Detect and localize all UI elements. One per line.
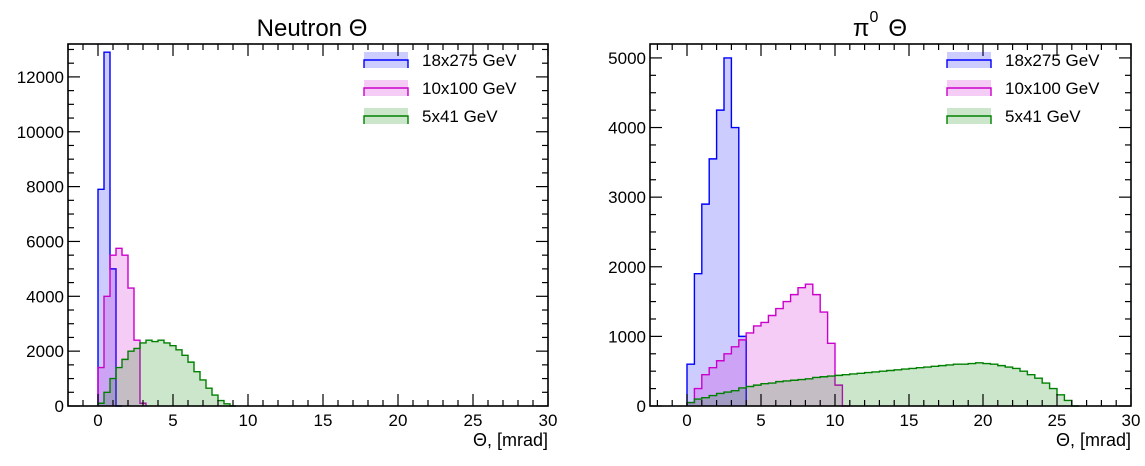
y-tick-label: 1000 (608, 327, 646, 346)
series-line-2 (686, 362, 1080, 407)
series-fill-2 (687, 362, 1080, 406)
x-tick-label: 5 (168, 411, 177, 430)
y-tick-label: 12000 (17, 68, 64, 87)
series-line-0 (97, 51, 122, 407)
legend-swatch-line (363, 87, 409, 96)
chart-title-end: Θ (888, 15, 907, 42)
x-axis-title: Θ, [mrad] (473, 430, 548, 450)
chart-title: π0 Θ (853, 9, 907, 42)
x-tick-label: 5 (756, 411, 765, 430)
y-tick-label: 3000 (608, 188, 646, 207)
x-tick-label: 20 (389, 411, 408, 430)
y-tick-label: 2000 (608, 258, 646, 277)
y-tick-label: 10000 (17, 123, 64, 142)
x-tick-label: 0 (682, 411, 691, 430)
x-tick-label: 30 (1122, 411, 1141, 430)
y-tick-label: 0 (637, 397, 646, 416)
x-tick-label: 25 (464, 411, 483, 430)
x-axis-title: Θ, [mrad] (1056, 430, 1131, 450)
y-tick-label: 0 (55, 397, 64, 416)
x-tick-label: 15 (900, 411, 919, 430)
series-fill-0 (687, 57, 747, 407)
series-line-2 (97, 339, 236, 407)
legend-swatch-line (946, 87, 992, 96)
legend-label: 5x41 GeV (1005, 107, 1081, 126)
y-tick-label: 4000 (26, 287, 64, 306)
x-tick-label: 30 (539, 411, 558, 430)
x-tick-label: 25 (1048, 411, 1067, 430)
x-tick-label: 20 (974, 411, 993, 430)
legend-swatch-line (363, 115, 409, 124)
x-tick-label: 10 (826, 411, 845, 430)
series-line-1 (686, 283, 850, 407)
chart-title-main: π (853, 15, 870, 42)
x-tick-label: 15 (314, 411, 333, 430)
y-tick-label: 6000 (26, 232, 64, 251)
plot-frame (649, 43, 1132, 407)
x-tick-label: 10 (239, 411, 258, 430)
legend-label: 18x275 GeV (422, 51, 517, 70)
chart-neutron-theta: Neutron Θ 0 5 10 15 20 25 30 0 2000 4000 6000 8000 1… (17, 15, 558, 450)
chart-title-superscript: 0 (869, 9, 878, 26)
legend-label: 18x275 GeV (1005, 51, 1100, 70)
y-tick-label: 8000 (26, 178, 64, 197)
y-tick-label: 2000 (26, 342, 64, 361)
x-tick-label: 0 (93, 411, 102, 430)
legend-swatch-line (946, 115, 992, 124)
y-tick-label: 5000 (608, 49, 646, 68)
y-tick-label: 4000 (608, 119, 646, 138)
series-fill-2 (98, 340, 236, 406)
legend-swatch-line (946, 59, 992, 68)
chart-title: Neutron Θ (257, 15, 368, 42)
legend: 18x275 GeV 10x100 GeV 5x41 GeV (946, 51, 1100, 126)
series-line-0 (686, 57, 747, 406)
legend: 18x275 GeV 10x100 GeV 5x41 GeV (363, 51, 517, 126)
series-fill-1 (687, 284, 850, 406)
legend-label: 5x41 GeV (422, 107, 498, 126)
legend-label: 10x100 GeV (422, 79, 517, 98)
series-line-1 (97, 247, 147, 406)
legend-swatch-line (363, 59, 409, 68)
legend-label: 10x100 GeV (1005, 79, 1100, 98)
